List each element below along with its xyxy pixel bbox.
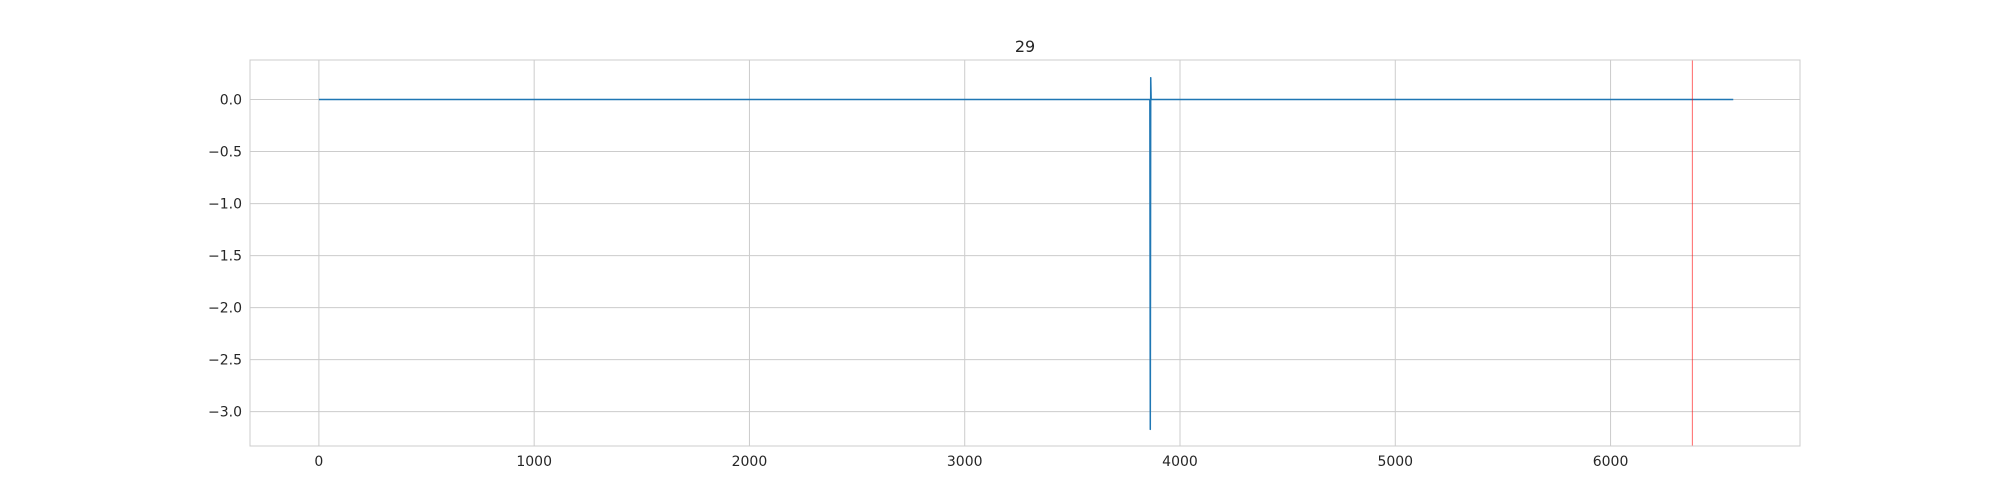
- y-tick-label: −0.5: [208, 145, 242, 161]
- x-tick-label: 0: [314, 454, 323, 470]
- x-tick-label: 6000: [1593, 454, 1629, 470]
- y-tick-label: −1.0: [208, 197, 242, 213]
- series-line-0: [318, 76, 1734, 431]
- y-tick-label: −2.5: [208, 353, 242, 369]
- grid: [250, 60, 1800, 446]
- x-axis-ticks: 0 1000 2000 3000 4000 5000 6000: [314, 454, 1628, 470]
- y-tick-label: −2.0: [208, 301, 242, 317]
- series-group: [318, 76, 1734, 431]
- plot-frame: [249, 59, 1801, 447]
- x-tick-label: 2000: [732, 454, 768, 470]
- y-tick-label: −1.5: [208, 249, 242, 265]
- y-tick-label: −3.0: [208, 405, 242, 421]
- x-tick-label: 5000: [1377, 454, 1413, 470]
- x-tick-label: 3000: [947, 454, 983, 470]
- x-tick-label: 4000: [1162, 454, 1198, 470]
- y-axis-ticks: 0.0 −0.5 −1.0 −1.5 −2.0 −2.5 −3.0: [208, 93, 242, 421]
- chart-title: 29: [1015, 37, 1035, 56]
- y-tick-label: 0.0: [220, 93, 242, 109]
- x-tick-label: 1000: [516, 454, 552, 470]
